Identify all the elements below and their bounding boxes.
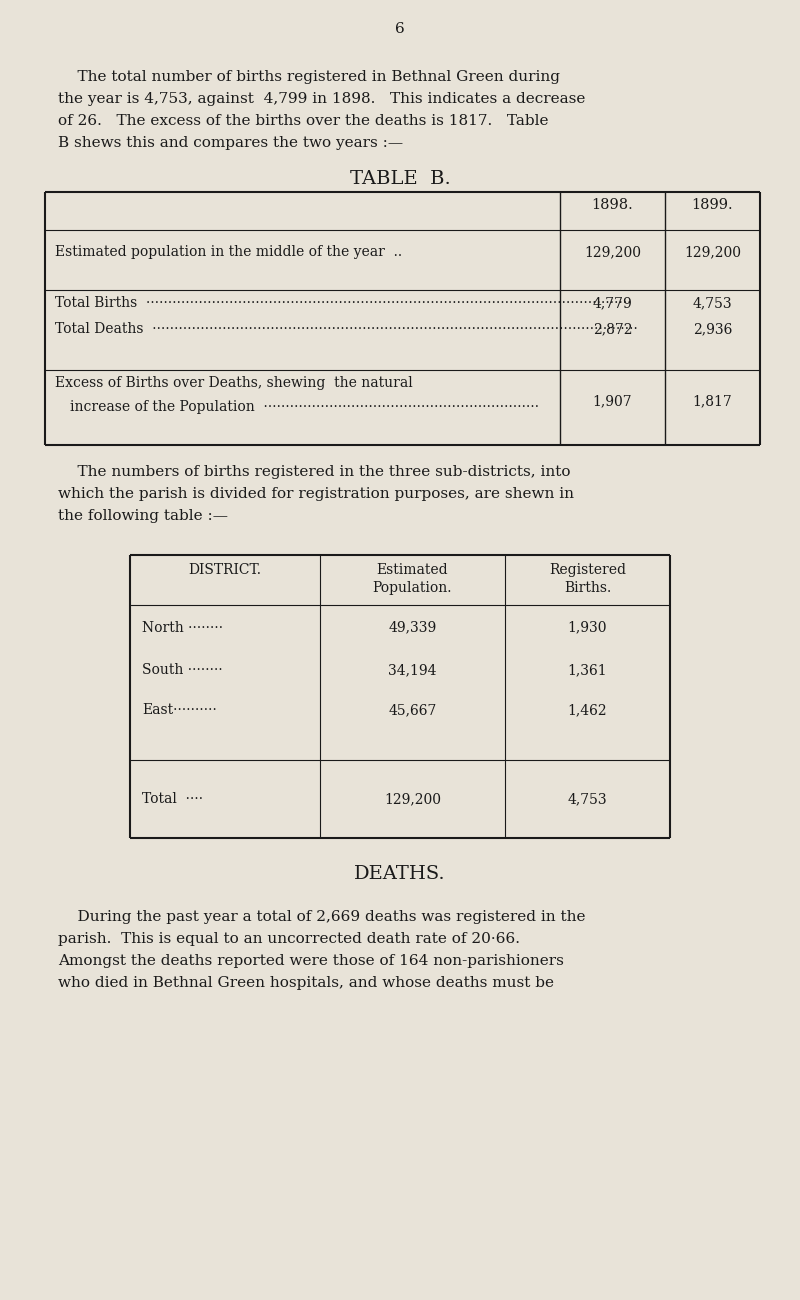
Text: 1,462: 1,462 xyxy=(568,703,607,718)
Text: 2,936: 2,936 xyxy=(693,322,732,335)
Text: increase of the Population  ····················································: increase of the Population ·············… xyxy=(70,400,539,413)
Text: which the parish is divided for registration purposes, are shewn in: which the parish is divided for registra… xyxy=(58,488,574,500)
Text: 6: 6 xyxy=(395,22,405,36)
Text: 1898.: 1898. xyxy=(592,198,634,212)
Text: Registered: Registered xyxy=(549,563,626,577)
Text: The numbers of births registered in the three sub-districts, into: The numbers of births registered in the … xyxy=(58,465,570,478)
Text: South ········: South ········ xyxy=(142,663,222,677)
Text: 4,779: 4,779 xyxy=(593,296,632,309)
Text: East··········: East·········· xyxy=(142,703,217,718)
Text: the following table :—: the following table :— xyxy=(58,510,228,523)
Text: DISTRICT.: DISTRICT. xyxy=(189,563,262,577)
Text: During the past year a total of 2,669 deaths was registered in the: During the past year a total of 2,669 de… xyxy=(58,910,586,924)
Text: 4,753: 4,753 xyxy=(693,296,732,309)
Text: B shews this and compares the two years :—: B shews this and compares the two years … xyxy=(58,136,403,150)
Text: 45,667: 45,667 xyxy=(388,703,437,718)
Text: Amongst the deaths reported were those of 164 non-parishioners: Amongst the deaths reported were those o… xyxy=(58,954,564,968)
Text: 49,339: 49,339 xyxy=(388,620,437,634)
Text: 129,200: 129,200 xyxy=(584,244,641,259)
Text: 1,361: 1,361 xyxy=(568,663,607,677)
Text: DEATHS.: DEATHS. xyxy=(354,864,446,883)
Text: Excess of Births over Deaths, shewing  the natural: Excess of Births over Deaths, shewing th… xyxy=(55,376,413,390)
Text: 1,907: 1,907 xyxy=(593,394,632,408)
Text: Total Deaths  ··································································: Total Deaths ···························… xyxy=(55,322,638,335)
Text: 129,200: 129,200 xyxy=(384,792,441,806)
Text: 34,194: 34,194 xyxy=(388,663,437,677)
Text: parish.  This is equal to an uncorrected death rate of 20·66.: parish. This is equal to an uncorrected … xyxy=(58,932,520,946)
Text: of 26.   The excess of the births over the deaths is 1817.   Table: of 26. The excess of the births over the… xyxy=(58,114,549,127)
Text: Births.: Births. xyxy=(564,581,611,595)
Text: who died in Bethnal Green hospitals, and whose deaths must be: who died in Bethnal Green hospitals, and… xyxy=(58,976,554,991)
Text: Population.: Population. xyxy=(373,581,452,595)
Text: Estimated: Estimated xyxy=(377,563,448,577)
Text: 129,200: 129,200 xyxy=(684,244,741,259)
Text: Total  ····: Total ···· xyxy=(142,792,203,806)
Text: 1,817: 1,817 xyxy=(693,394,732,408)
Text: the year is 4,753, against  4,799 in 1898.   This indicates a decrease: the year is 4,753, against 4,799 in 1898… xyxy=(58,92,586,107)
Text: TABLE  B.: TABLE B. xyxy=(350,170,450,188)
Text: 1,930: 1,930 xyxy=(568,620,607,634)
Text: North ········: North ········ xyxy=(142,620,223,634)
Text: Total Births  ··································································: Total Births ···························… xyxy=(55,296,632,309)
Text: 4,753: 4,753 xyxy=(568,792,607,806)
Text: 2,872: 2,872 xyxy=(593,322,632,335)
Text: The total number of births registered in Bethnal Green during: The total number of births registered in… xyxy=(58,70,560,84)
Text: Estimated population in the middle of the year  ..: Estimated population in the middle of th… xyxy=(55,244,402,259)
Text: 1899.: 1899. xyxy=(692,198,734,212)
